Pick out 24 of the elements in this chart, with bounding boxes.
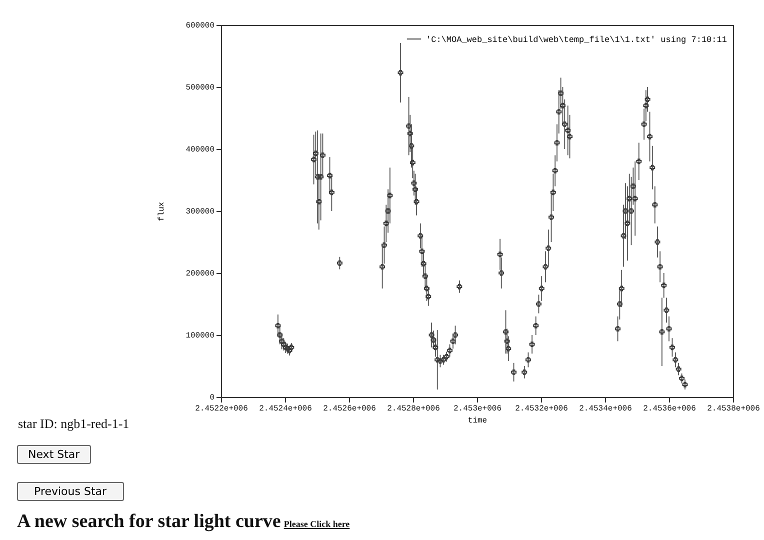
y-tick-label: 400000 xyxy=(186,146,215,154)
button: Next Star xyxy=(17,445,91,464)
y-tick-label: 300000 xyxy=(186,208,215,216)
x-tick-label: 2.4528e+006 xyxy=(387,404,440,414)
text: star ID: ngb1-red-1-1 xyxy=(18,416,130,432)
y-tick-label: 500000 xyxy=(186,84,215,92)
x-axis-title: time xyxy=(468,416,488,426)
legend-label: 'C:\MOA_web_site\build\web\temp_file\1\1.txt' using 7:10:11 xyxy=(426,35,727,45)
x-tick-label: 2.4538e+006 xyxy=(707,404,760,414)
y-tick-label: 600000 xyxy=(186,22,215,30)
x-tick-label: 2.4526e+006 xyxy=(323,404,376,414)
x-tick-label: 2.4532e+006 xyxy=(515,404,568,414)
text: Please Click here xyxy=(284,519,350,529)
x-tick-label: 2.4522e+006 xyxy=(195,404,248,414)
x-tick-label: 2.4536e+006 xyxy=(643,404,696,414)
y-tick-label: 200000 xyxy=(186,270,215,278)
y-tick-label: 0 xyxy=(210,394,215,402)
y-tick-label: 100000 xyxy=(186,332,215,340)
x-tick-label: 2.4524e+006 xyxy=(259,404,312,414)
x-tick-label: 2.4534e+006 xyxy=(579,404,632,414)
x-tick-label: 2.453e+006 xyxy=(453,404,502,414)
button: Previous Star xyxy=(17,482,124,501)
text: A new search for star light curve xyxy=(17,511,281,532)
y-axis-title: flux xyxy=(158,202,167,222)
